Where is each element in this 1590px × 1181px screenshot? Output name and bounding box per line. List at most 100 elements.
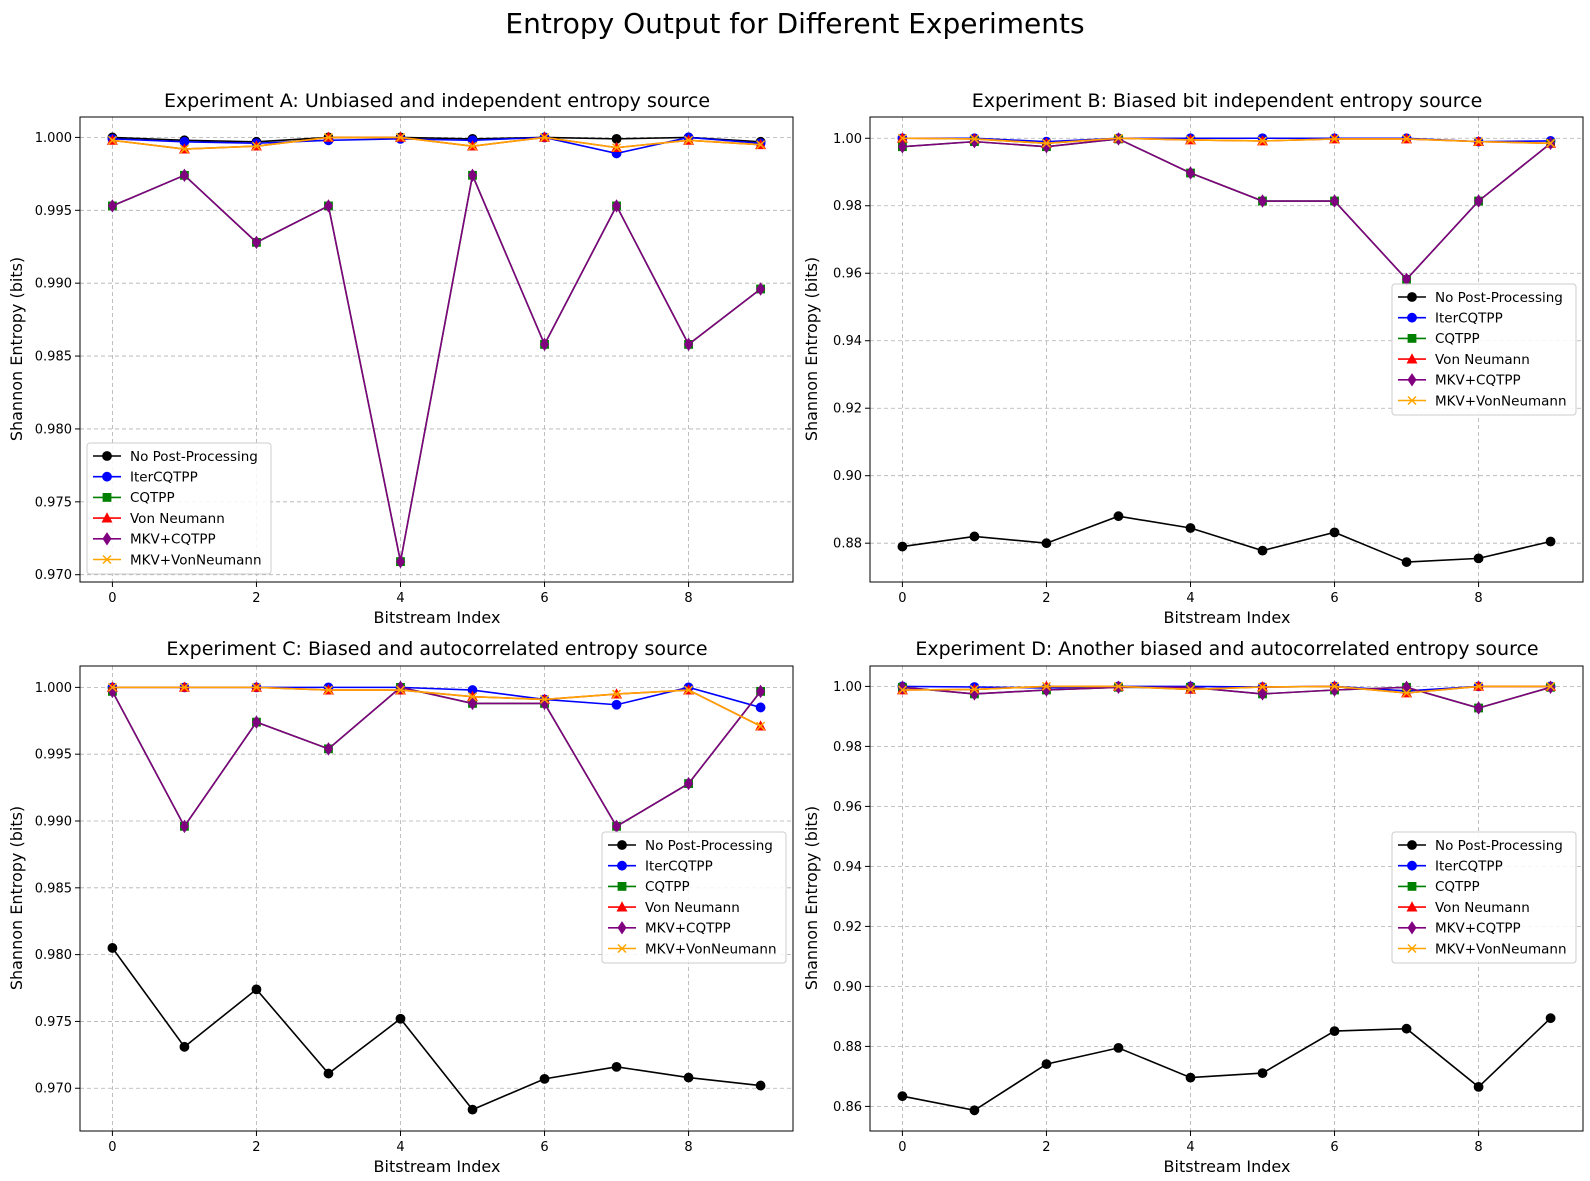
y-tick-label: 1.00 bbox=[833, 680, 862, 695]
x-tick-label: 0 bbox=[108, 1140, 116, 1155]
data-point bbox=[611, 1061, 622, 1072]
legend-entry: MKV+CQTPP bbox=[1435, 373, 1521, 389]
data-point bbox=[897, 139, 907, 154]
data-point bbox=[468, 168, 477, 183]
y-tick-label: 0.92 bbox=[833, 402, 862, 417]
x-tick-label: 4 bbox=[1186, 1140, 1194, 1155]
y-tick-label: 0.970 bbox=[35, 568, 72, 583]
data-point bbox=[1473, 553, 1484, 564]
y-tick-label: 0.94 bbox=[833, 334, 862, 349]
y-tick-label: 0.94 bbox=[833, 860, 862, 875]
legend-marker bbox=[1406, 353, 1418, 364]
legend-entry: CQTPP bbox=[645, 879, 690, 895]
legend-marker bbox=[102, 451, 112, 461]
legend-entry: MKV+CQTPP bbox=[1435, 921, 1521, 937]
data-point bbox=[1041, 1059, 1052, 1069]
data-point bbox=[323, 742, 333, 756]
data-point bbox=[1401, 1023, 1412, 1034]
subplot-experiment-b: Experiment B: Biased bit independent ent… bbox=[802, 90, 1584, 627]
y-tick-label: 0.970 bbox=[35, 1082, 72, 1097]
data-point bbox=[468, 696, 477, 711]
data-point bbox=[107, 199, 117, 213]
data-point bbox=[1401, 557, 1412, 567]
legend-marker bbox=[617, 882, 627, 891]
y-tick-label: 0.975 bbox=[35, 1015, 72, 1030]
axes-frame bbox=[869, 665, 1584, 1132]
y-tick-label: 0.995 bbox=[35, 748, 72, 763]
data-point bbox=[683, 1072, 694, 1083]
series-line bbox=[112, 136, 761, 155]
figure-title: Entropy Output for Different Experiments bbox=[505, 7, 1084, 40]
legend-entry: No Post-Processing bbox=[645, 838, 773, 854]
y-tick-label: 0.980 bbox=[35, 422, 72, 437]
y-tick-label: 1.000 bbox=[35, 131, 72, 146]
legend-entry: No Post-Processing bbox=[1435, 290, 1563, 306]
plot-area: 0 2 4 6 8 0.88 0.90 0.92 0.94 0.96 0.98 1.00 No Post… bbox=[833, 116, 1584, 606]
series-line bbox=[112, 172, 762, 562]
data-point bbox=[179, 168, 189, 183]
x-tick-label: 4 bbox=[1186, 591, 1194, 606]
legend-entry: CQTPP bbox=[1435, 331, 1480, 347]
legend-marker bbox=[102, 532, 112, 546]
legend-entry: CQTPP bbox=[130, 490, 175, 506]
legend-marker bbox=[1407, 395, 1417, 406]
subplot-experiment-c: Experiment C: Biased and autocorrelated … bbox=[7, 638, 794, 1176]
legend-marker bbox=[1407, 373, 1417, 387]
legend-entry: Von Neumann bbox=[130, 511, 225, 527]
data-point bbox=[323, 199, 333, 213]
data-point bbox=[1474, 681, 1484, 691]
data-point bbox=[323, 132, 334, 142]
data-point bbox=[1113, 681, 1124, 691]
data-point bbox=[539, 132, 550, 142]
data-point bbox=[897, 133, 907, 143]
y-tick-label: 0.86 bbox=[833, 1100, 862, 1115]
legend-box bbox=[86, 442, 272, 575]
x-tick-label: 2 bbox=[1042, 1140, 1050, 1155]
x-axis-label: Bitstream Index bbox=[1164, 1157, 1291, 1176]
y-tick-label: 0.990 bbox=[35, 815, 72, 830]
x-tick-label: 8 bbox=[1474, 1140, 1482, 1155]
data-point bbox=[1329, 1026, 1340, 1036]
data-point bbox=[756, 140, 766, 150]
data-point bbox=[1113, 133, 1124, 143]
data-point bbox=[1185, 1072, 1196, 1083]
y-tick-label: 0.990 bbox=[35, 277, 72, 292]
data-point bbox=[1329, 681, 1340, 691]
x-tick-label: 0 bbox=[898, 591, 906, 606]
data-point bbox=[467, 1104, 478, 1115]
x-tick-label: 8 bbox=[684, 1140, 692, 1155]
data-point bbox=[1185, 135, 1196, 145]
data-point bbox=[1041, 681, 1051, 691]
data-point bbox=[1474, 137, 1484, 147]
legend-entry: IterCQTPP bbox=[645, 859, 713, 875]
data-point bbox=[251, 682, 261, 692]
series-line bbox=[112, 686, 761, 709]
axes-frame bbox=[79, 665, 794, 1132]
y-tick-label: 1.00 bbox=[833, 132, 862, 147]
data-point bbox=[1545, 536, 1556, 547]
legend: No Post-Processing IterCQTPP CQTPP Von Neum… bbox=[601, 831, 787, 964]
x-tick-label: 2 bbox=[252, 591, 260, 606]
legend-marker bbox=[1406, 901, 1418, 912]
data-point bbox=[395, 685, 406, 695]
legend-marker bbox=[1407, 943, 1417, 954]
data-point bbox=[684, 337, 694, 352]
x-tick-label: 2 bbox=[1042, 591, 1050, 606]
y-tick-label: 0.995 bbox=[35, 204, 72, 219]
data-point bbox=[1257, 682, 1268, 692]
legend-entry: MKV+VonNeumann bbox=[130, 552, 262, 568]
series-line bbox=[902, 686, 1551, 709]
data-point bbox=[107, 943, 118, 953]
y-tick-label: 0.90 bbox=[833, 469, 862, 484]
data-point bbox=[323, 1068, 334, 1079]
subplot-experiment-a: Experiment A: Unbiased and independent e… bbox=[7, 90, 794, 627]
data-point bbox=[1186, 680, 1195, 695]
series-line bbox=[111, 947, 761, 1111]
legend-marker bbox=[1407, 882, 1417, 891]
data-point bbox=[323, 685, 334, 695]
series-line bbox=[902, 515, 1551, 563]
x-tick-label: 6 bbox=[1330, 1140, 1338, 1155]
legend-entry: MKV+VonNeumann bbox=[645, 941, 777, 957]
x-axis-label: Bitstream Index bbox=[1164, 608, 1291, 627]
